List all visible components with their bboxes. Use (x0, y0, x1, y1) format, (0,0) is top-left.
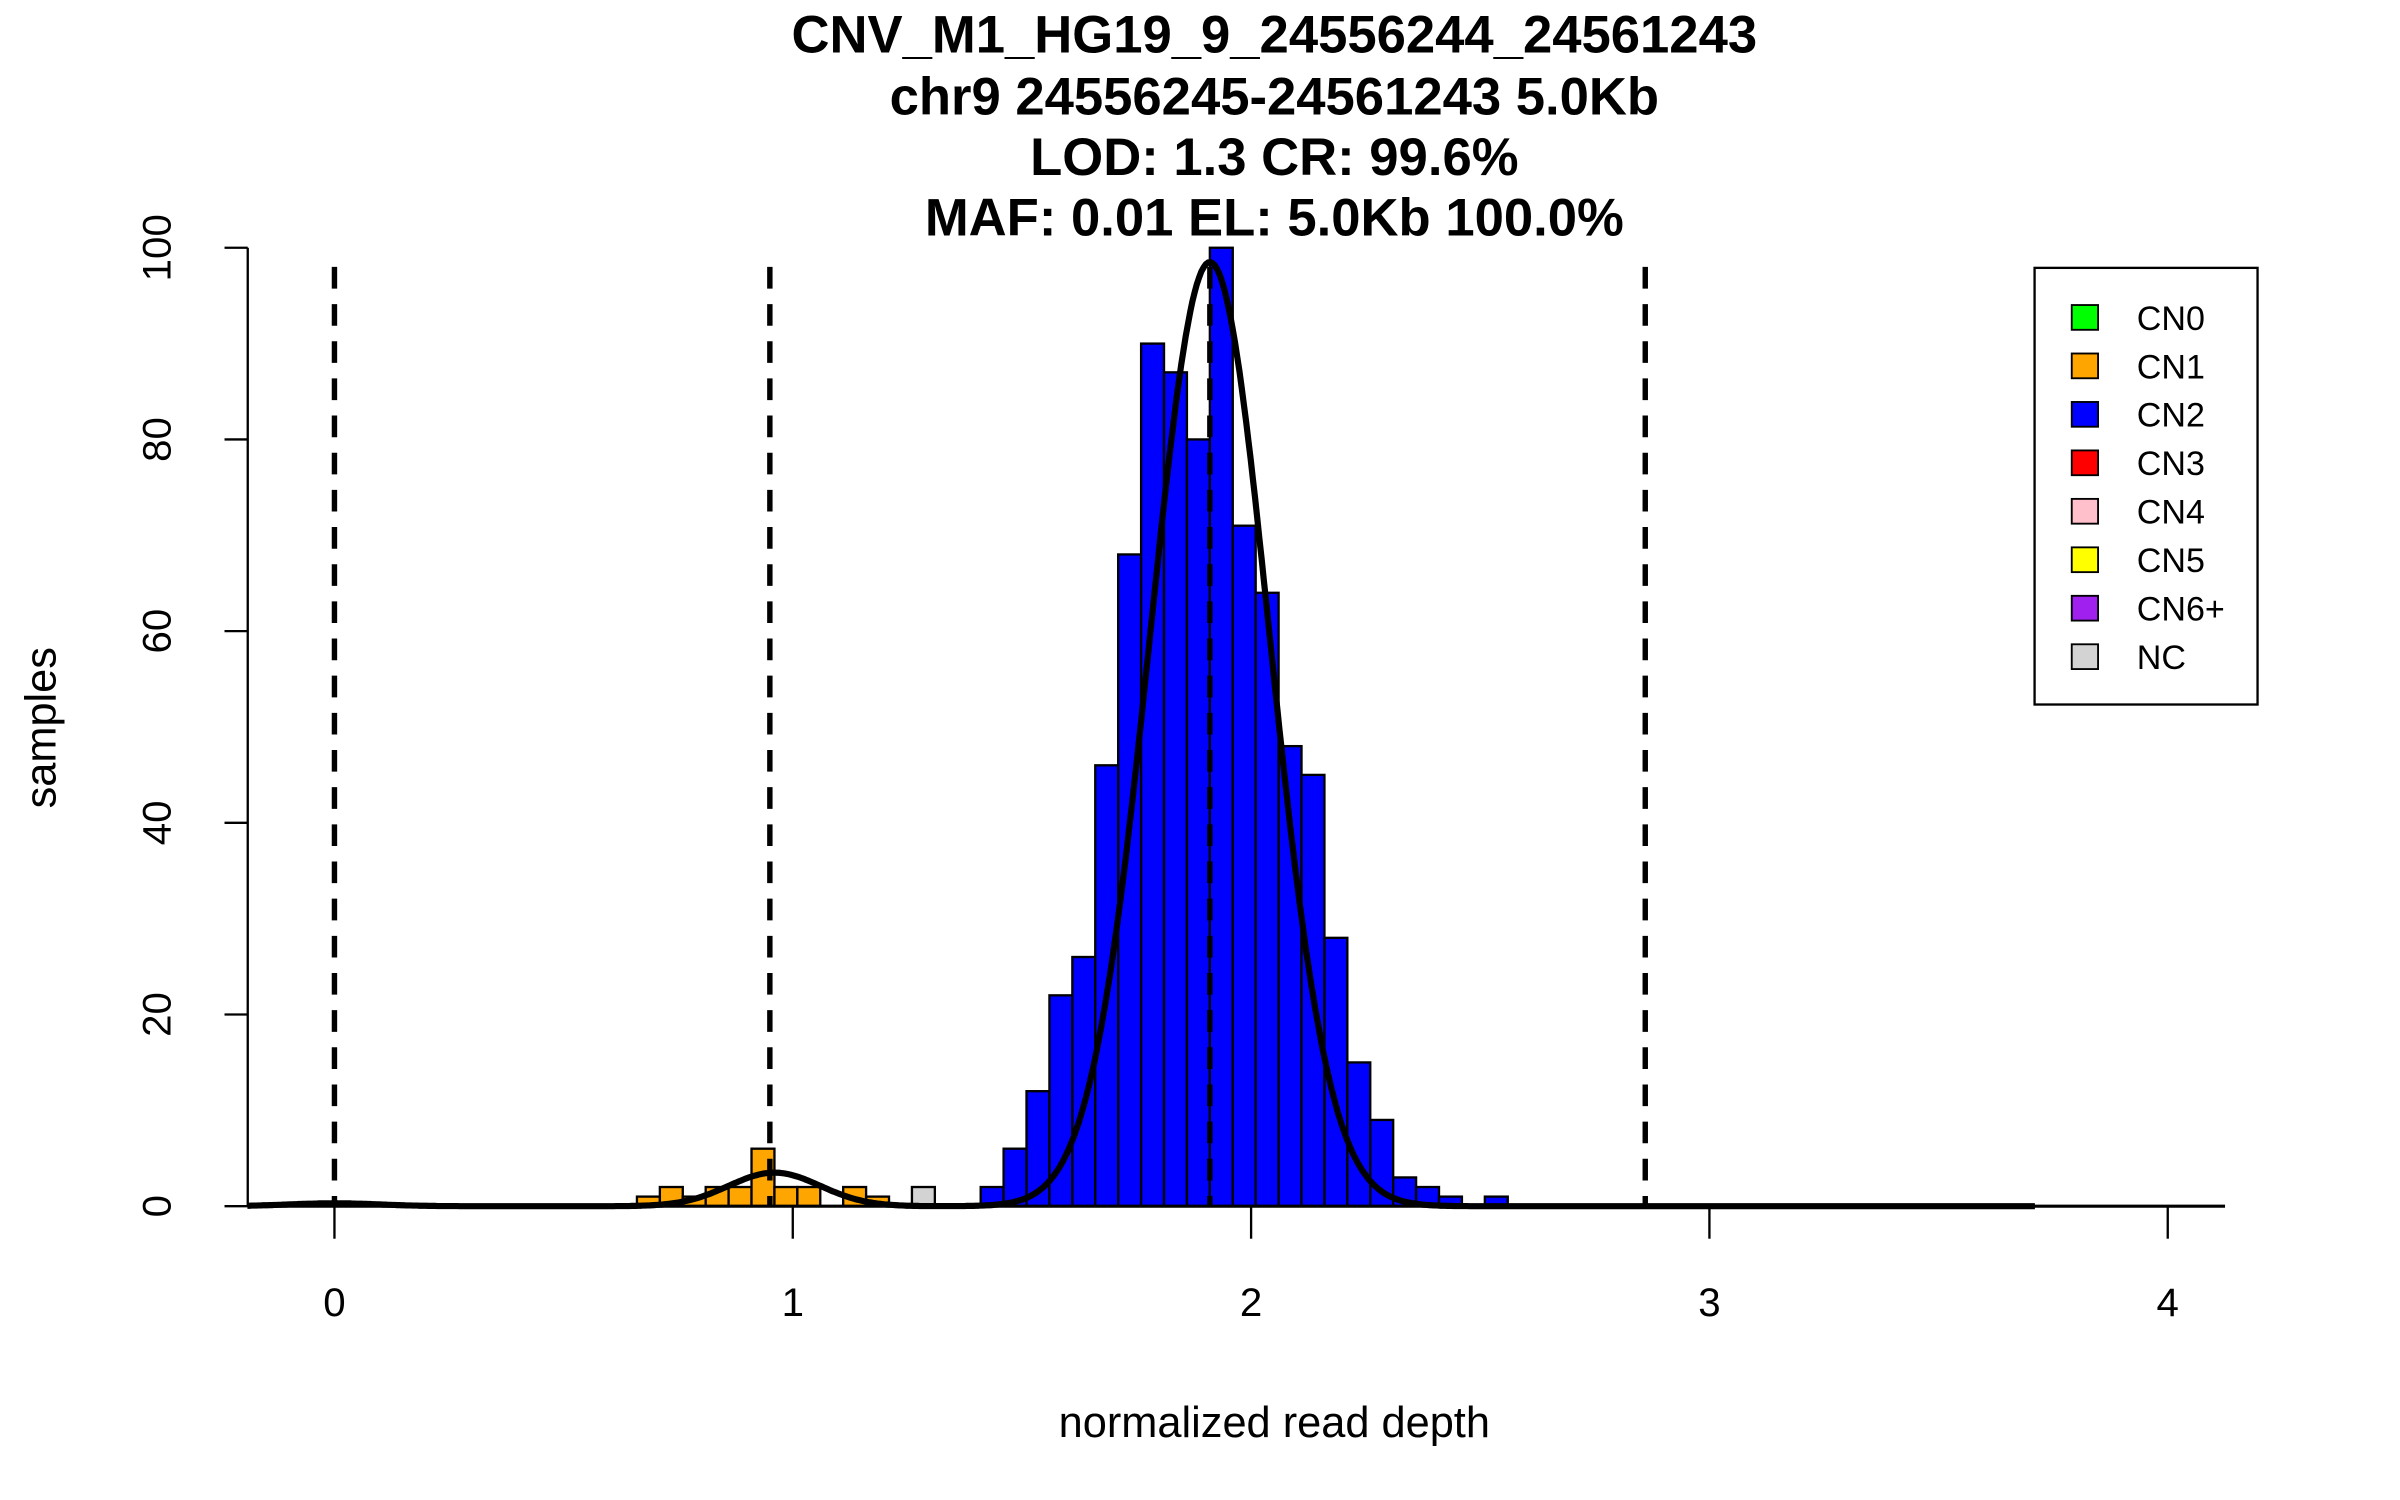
bar-cn2 (1185, 438, 1212, 1208)
x-tick-label: 0 (323, 1280, 345, 1325)
x-tick-label: 4 (2157, 1280, 2179, 1325)
bar-cn1 (727, 1185, 753, 1208)
y-tick-label: 80 (134, 417, 179, 462)
title-line-3: LOD: 1.3 CR: 99.6% (1030, 128, 1518, 187)
bar-cn1 (773, 1185, 799, 1208)
x-tick-label: 1 (782, 1280, 804, 1325)
x-tick-label: 2 (1240, 1280, 1262, 1325)
bar-cn1 (796, 1185, 822, 1208)
legend-swatch-cn5 (2070, 546, 2099, 574)
legend-swatch-cn2 (2070, 401, 2099, 428)
x-axis-label: normalized read depth (1059, 1399, 1490, 1447)
y-axis-label: samples (18, 647, 66, 808)
y-tick-label: 0 (134, 1195, 179, 1217)
legend-label: CN1 (2137, 348, 2205, 386)
legend-label: CN2 (2137, 397, 2205, 435)
bar-cn2 (1346, 1061, 1372, 1208)
bar-cn2 (1208, 246, 1234, 1208)
legend-swatch-cn1 (2070, 352, 2099, 380)
y-tick-label: 60 (134, 609, 179, 654)
legend-swatch-nc (2070, 643, 2099, 670)
title-line-4: MAF: 0.01 EL: 5.0Kb 100.0% (925, 188, 1624, 247)
legend-label: NC (2137, 639, 2186, 677)
title-line-2: chr9 24556245-24561243 5.0Kb (890, 68, 1660, 127)
legend-label: CN3 (2137, 445, 2205, 483)
y-tick-label: 20 (134, 992, 179, 1037)
legend-swatch-cn3 (2070, 449, 2099, 477)
legend: CN0 CN1 CN2 CN3 CN4 CN5 CN6+ NC (2033, 266, 2259, 706)
legend-swatch-cn4 (2070, 497, 2099, 525)
bar-cn2 (1139, 342, 1166, 1208)
y-tick-label: 100 (134, 214, 179, 281)
legend-label: CN0 (2137, 300, 2205, 338)
legend-swatch-cn6+ (2070, 594, 2099, 622)
legend-label: CN5 (2137, 542, 2205, 580)
chart-title: CNV_M1_HG19_9_24556244_24561243 chr9 245… (792, 6, 1758, 248)
y-tick-label: 40 (134, 800, 179, 845)
legend-box (2033, 266, 2259, 706)
x-tick-label: 3 (1698, 1280, 1720, 1325)
dashed-lines (331, 266, 1648, 1207)
bar-cn2 (1231, 524, 1257, 1208)
title-line-1: CNV_M1_HG19_9_24556244_24561243 (792, 6, 1758, 65)
legend-swatch-cn0 (2070, 304, 2099, 331)
legend-label: CN4 (2137, 494, 2205, 532)
legend-label: CN6+ (2137, 591, 2225, 629)
